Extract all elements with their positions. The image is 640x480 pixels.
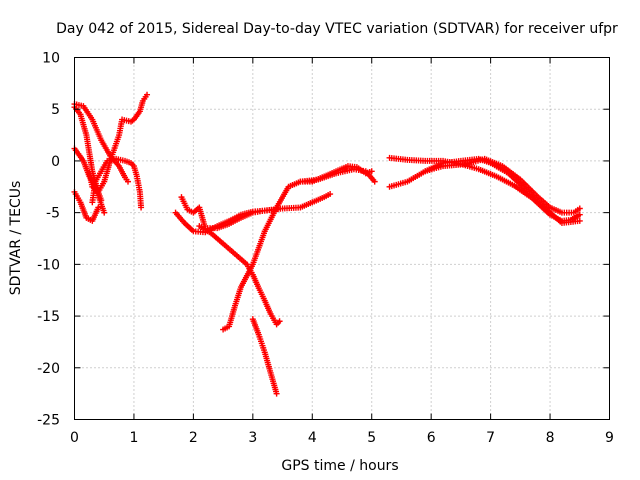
data-point xyxy=(276,318,283,325)
data-point xyxy=(101,209,108,216)
data-point xyxy=(576,211,583,218)
data-point xyxy=(576,205,583,212)
x-tick-label: 3 xyxy=(248,430,257,446)
x-tick-labels: 0 1 2 3 4 5 6 7 8 9 xyxy=(70,430,614,446)
series-arc-k xyxy=(249,316,280,397)
y-axis-label: SDTVAR / TECUs xyxy=(8,181,24,296)
y-tick-label: -20 xyxy=(37,361,60,377)
y-tick-label: -25 xyxy=(37,413,60,429)
plot-frame xyxy=(74,57,610,420)
x-tick-label: 5 xyxy=(367,430,376,446)
x-tick-label: 0 xyxy=(70,430,79,446)
y-tick-label: 5 xyxy=(51,102,60,118)
data-point xyxy=(368,168,375,175)
data-point xyxy=(576,217,583,224)
x-tick-label: 2 xyxy=(189,430,198,446)
axis-ticks xyxy=(74,57,610,420)
data-point xyxy=(327,191,334,198)
data-point xyxy=(144,91,151,98)
y-tick-label: 10 xyxy=(42,51,60,67)
y-tick-label: -10 xyxy=(37,257,60,273)
x-tick-label: 8 xyxy=(546,430,555,446)
series-arc-o xyxy=(422,155,583,216)
data-marks xyxy=(71,91,583,397)
y-tick-labels: -25 -20 -15 -10 -5 0 5 10 xyxy=(37,51,60,429)
series-arc-n xyxy=(386,155,583,226)
data-point xyxy=(95,204,102,211)
data-point xyxy=(125,178,131,185)
y-tick-label: -5 xyxy=(46,206,60,222)
series-arc-i xyxy=(196,223,283,328)
y-tick-label: 0 xyxy=(51,154,60,170)
chart-title: Day 042 of 2015, Sidereal Day-to-day VTE… xyxy=(56,21,618,37)
x-tick-label: 4 xyxy=(308,430,317,446)
x-tick-label: 6 xyxy=(427,430,436,446)
data-point xyxy=(138,204,145,211)
data-point xyxy=(371,178,378,185)
series-arc-f xyxy=(86,91,151,195)
data-point xyxy=(273,390,280,397)
gridlines xyxy=(74,57,610,420)
series-arc-a xyxy=(71,101,131,185)
x-tick-label: 1 xyxy=(129,430,138,446)
x-tick-label: 7 xyxy=(486,430,495,446)
series-arc-j xyxy=(220,163,375,333)
y-tick-label: -15 xyxy=(37,309,60,325)
series-arc-l xyxy=(297,166,378,185)
x-tick-label: 9 xyxy=(605,430,614,446)
x-axis-label: GPS time / hours xyxy=(281,458,398,474)
